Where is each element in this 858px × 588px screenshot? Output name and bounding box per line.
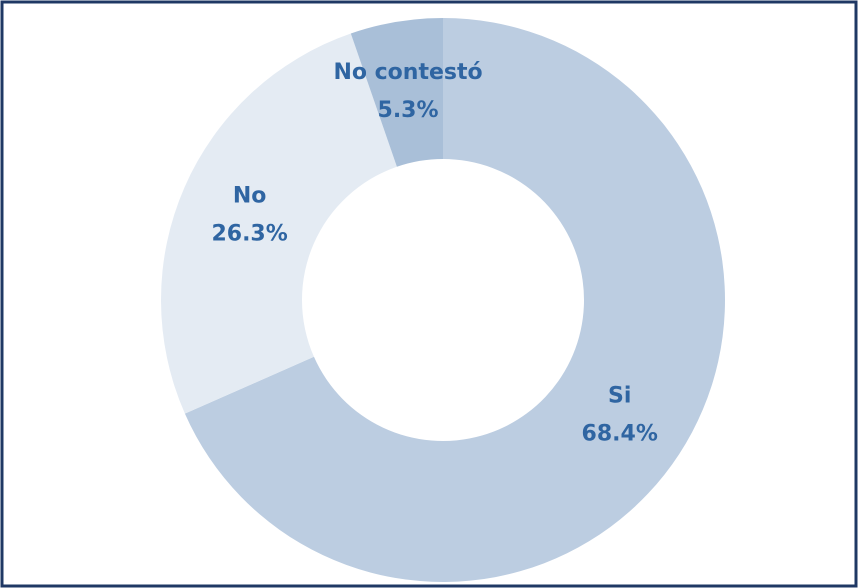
value-label: 68.4%: [582, 421, 658, 446]
slices: [160, 18, 725, 582]
slice: [184, 18, 725, 582]
category-label: No contestó: [333, 60, 482, 85]
value-label: 26.3%: [211, 222, 287, 247]
category-label: Si: [608, 383, 631, 408]
value-label: 5.3%: [378, 98, 439, 123]
slice: [160, 33, 397, 414]
labels: Si 68.4% No 26.3% No contestó 5.3%: [211, 60, 657, 446]
category-label: No: [233, 184, 267, 209]
slice: [350, 18, 443, 167]
